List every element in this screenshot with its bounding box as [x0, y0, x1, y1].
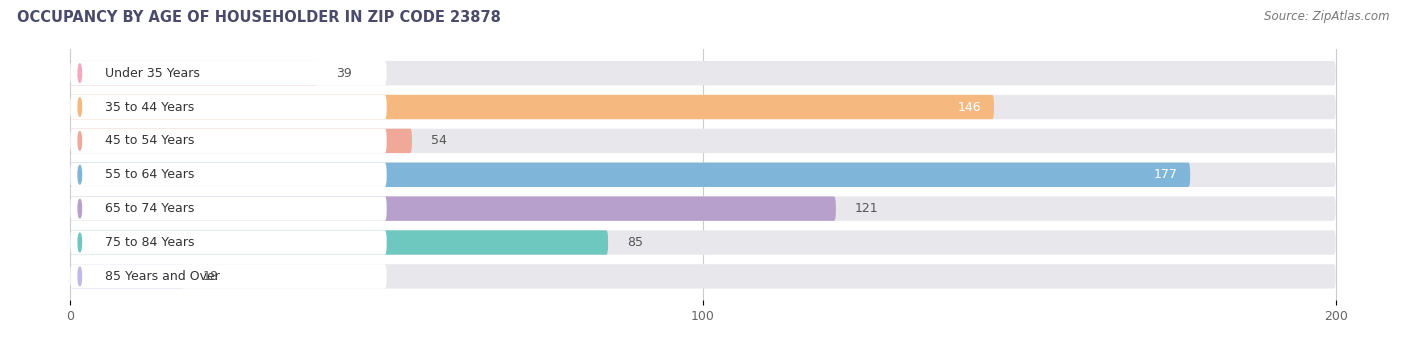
- Text: 45 to 54 Years: 45 to 54 Years: [105, 134, 194, 147]
- Text: 146: 146: [957, 101, 981, 114]
- Text: 177: 177: [1154, 168, 1177, 181]
- FancyBboxPatch shape: [70, 129, 387, 153]
- FancyBboxPatch shape: [70, 163, 1336, 187]
- FancyBboxPatch shape: [70, 230, 1336, 255]
- FancyBboxPatch shape: [70, 264, 387, 288]
- FancyBboxPatch shape: [70, 61, 318, 85]
- Text: 65 to 74 Years: 65 to 74 Years: [105, 202, 194, 215]
- Text: 75 to 84 Years: 75 to 84 Years: [105, 236, 194, 249]
- Circle shape: [79, 132, 82, 150]
- Text: 54: 54: [432, 134, 447, 147]
- Circle shape: [79, 199, 82, 218]
- FancyBboxPatch shape: [70, 264, 1336, 288]
- Circle shape: [79, 233, 82, 252]
- FancyBboxPatch shape: [70, 264, 184, 288]
- Text: Source: ZipAtlas.com: Source: ZipAtlas.com: [1264, 10, 1389, 23]
- FancyBboxPatch shape: [70, 230, 387, 255]
- FancyBboxPatch shape: [70, 230, 607, 255]
- Circle shape: [79, 267, 82, 286]
- Text: 35 to 44 Years: 35 to 44 Years: [105, 101, 194, 114]
- Text: 39: 39: [336, 66, 352, 80]
- FancyBboxPatch shape: [70, 163, 1189, 187]
- FancyBboxPatch shape: [70, 95, 387, 119]
- FancyBboxPatch shape: [70, 129, 412, 153]
- Text: 121: 121: [855, 202, 879, 215]
- Text: 18: 18: [202, 270, 219, 283]
- FancyBboxPatch shape: [70, 163, 387, 187]
- FancyBboxPatch shape: [70, 95, 994, 119]
- Text: 85 Years and Over: 85 Years and Over: [105, 270, 219, 283]
- FancyBboxPatch shape: [70, 196, 1336, 221]
- FancyBboxPatch shape: [70, 196, 387, 221]
- Text: OCCUPANCY BY AGE OF HOUSEHOLDER IN ZIP CODE 23878: OCCUPANCY BY AGE OF HOUSEHOLDER IN ZIP C…: [17, 10, 501, 25]
- Text: Under 35 Years: Under 35 Years: [105, 66, 200, 80]
- Circle shape: [79, 165, 82, 184]
- Text: 85: 85: [627, 236, 643, 249]
- FancyBboxPatch shape: [70, 61, 1336, 85]
- FancyBboxPatch shape: [70, 61, 387, 85]
- FancyBboxPatch shape: [70, 95, 1336, 119]
- Circle shape: [79, 64, 82, 83]
- Circle shape: [79, 98, 82, 116]
- FancyBboxPatch shape: [70, 129, 1336, 153]
- Text: 55 to 64 Years: 55 to 64 Years: [105, 168, 194, 181]
- FancyBboxPatch shape: [70, 196, 835, 221]
